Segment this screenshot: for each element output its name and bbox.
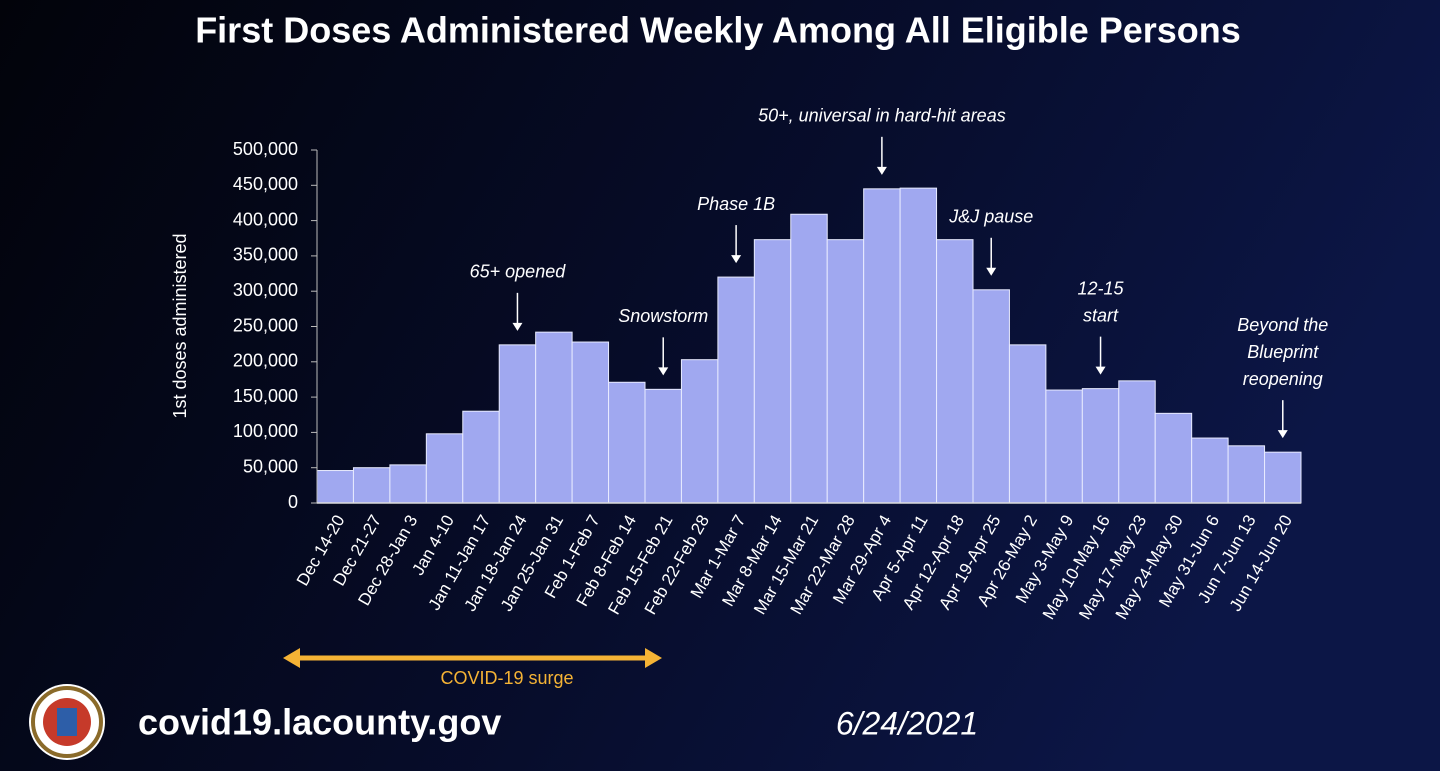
y-tick-label: 50,000 xyxy=(243,456,298,476)
annotation-arrowhead xyxy=(986,267,997,276)
annotation-arrowhead xyxy=(512,322,523,331)
annotation: J&J pause xyxy=(948,207,1033,227)
bar xyxy=(352,467,391,504)
bar xyxy=(1081,388,1120,504)
bar xyxy=(571,341,610,504)
bar xyxy=(1118,380,1156,504)
bar xyxy=(535,331,573,504)
y-tick-label: 400,000 xyxy=(233,209,298,229)
bar xyxy=(1045,389,1083,504)
annotation: reopening xyxy=(1243,369,1323,389)
bar xyxy=(936,239,974,504)
annotation: Phase 1B xyxy=(697,194,775,214)
bar xyxy=(1008,344,1047,504)
annotation-arrowhead xyxy=(1095,366,1106,375)
bar xyxy=(972,289,1010,504)
bar xyxy=(753,239,792,504)
y-tick-label: 300,000 xyxy=(233,280,298,300)
annotation-arrowhead xyxy=(731,255,742,264)
annotation: Snowstorm xyxy=(618,306,708,326)
bar xyxy=(826,239,865,504)
bar xyxy=(1154,412,1193,504)
bar xyxy=(316,470,354,504)
annotation: 50+, universal in hard-hit areas xyxy=(758,106,1006,126)
y-tick-label: 0 xyxy=(288,492,298,512)
annotation-arrowhead xyxy=(658,367,669,376)
footer-date: 6/24/2021 xyxy=(836,705,978,741)
bar xyxy=(899,187,938,504)
y-tick-label: 350,000 xyxy=(233,245,298,265)
bar xyxy=(1264,451,1302,504)
annotation: Beyond the xyxy=(1237,315,1328,335)
bar xyxy=(1191,437,1229,504)
annotation-arrowhead xyxy=(876,166,887,175)
y-tick-label: 250,000 xyxy=(233,315,298,335)
bar xyxy=(498,344,537,504)
bar xyxy=(462,410,500,504)
chart-title: First Doses Administered Weekly Among Al… xyxy=(195,10,1241,51)
footer-url: covid19.lacounty.gov xyxy=(138,702,501,743)
bar xyxy=(425,433,464,504)
bar xyxy=(680,359,719,504)
annotation: Blueprint xyxy=(1247,342,1319,362)
y-tick-label: 200,000 xyxy=(233,351,298,371)
bar xyxy=(644,388,682,504)
bar xyxy=(1227,445,1266,504)
county-seal xyxy=(29,684,105,760)
annotation: 12-15 xyxy=(1078,278,1125,298)
annotation: 65+ opened xyxy=(470,262,567,282)
bar xyxy=(790,213,828,504)
y-tick-label: 100,000 xyxy=(233,421,298,441)
bar xyxy=(389,464,427,504)
annotation-arrowhead xyxy=(1277,430,1288,439)
annotation: start xyxy=(1083,305,1119,325)
y-axis-label: 1st doses administered xyxy=(170,233,190,418)
surge-arrow xyxy=(283,648,662,668)
bar xyxy=(863,188,901,504)
y-tick-label: 150,000 xyxy=(233,386,298,406)
bar xyxy=(717,276,755,504)
surge-label: COVID-19 surge xyxy=(440,668,573,688)
y-tick-label: 500,000 xyxy=(233,139,298,159)
y-tick-label: 450,000 xyxy=(233,174,298,194)
bar xyxy=(608,381,646,504)
